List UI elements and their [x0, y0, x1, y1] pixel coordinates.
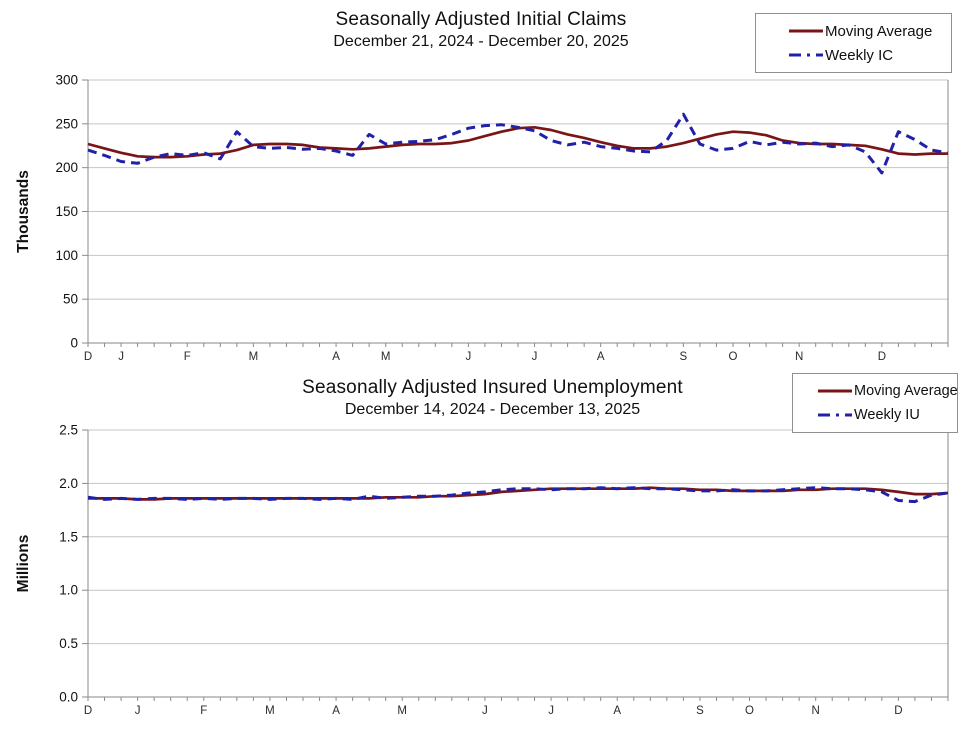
- svg-text:M: M: [265, 705, 275, 717]
- legend-item-weekly-iu: Weekly IU: [799, 407, 951, 423]
- chart-title: Seasonally Adjusted Insured Unemployment: [302, 377, 683, 398]
- svg-text:J: J: [466, 351, 472, 363]
- dashed-line-icon: [818, 413, 852, 417]
- svg-text:1.5: 1.5: [59, 529, 78, 544]
- svg-text:0.0: 0.0: [59, 690, 78, 705]
- svg-text:Millions: Millions: [15, 535, 32, 593]
- svg-text:D: D: [84, 351, 92, 363]
- svg-text:J: J: [135, 705, 141, 717]
- initial-claims-chart-section: 0 50 100 150 200 250 300 D J F M A M J J A S O N D Thousands…: [0, 0, 975, 372]
- svg-text:J: J: [548, 705, 554, 717]
- legend-label: Moving Average: [854, 383, 958, 399]
- svg-text:A: A: [332, 351, 340, 363]
- chart-subtitle: December 14, 2024 - December 13, 2025: [344, 400, 641, 418]
- solid-line-icon: [789, 29, 823, 33]
- svg-text:50: 50: [63, 292, 78, 307]
- svg-text:250: 250: [55, 116, 78, 131]
- svg-text:A: A: [613, 705, 621, 717]
- svg-text:Thousands: Thousands: [15, 170, 32, 253]
- svg-text:N: N: [795, 351, 803, 363]
- insured-unemployment-chart-section: 0.0 0.5 1.0 1.5 2.0 2.5 D J F M A M J J A S O N D Millions …: [0, 372, 975, 745]
- legend-label: Weekly IC: [825, 46, 894, 64]
- legend-initial-claims: Moving Average Weekly IC: [755, 13, 952, 73]
- svg-text:0: 0: [70, 336, 78, 351]
- svg-text:F: F: [184, 351, 191, 363]
- legend-label: Weekly IU: [854, 407, 920, 423]
- svg-text:A: A: [597, 351, 605, 363]
- chart-subtitle: December 21, 2024 - December 20, 2025: [333, 32, 629, 50]
- svg-text:F: F: [200, 705, 207, 717]
- svg-text:J: J: [118, 351, 124, 363]
- initial-claims-plot: 0 50 100 150 200 250 300 D J F M A M J J A S O N D Thousands: [15, 73, 949, 363]
- svg-text:D: D: [894, 705, 902, 717]
- insured-unemployment-plot: 0.0 0.5 1.0 1.5 2.0 2.5 D J F M A M J J A S O N D Millions: [15, 423, 949, 717]
- legend-item-moving-average: Moving Average: [762, 23, 945, 40]
- legend-label: Moving Average: [825, 22, 933, 40]
- svg-text:A: A: [332, 705, 340, 717]
- svg-text:0.5: 0.5: [59, 636, 78, 651]
- chart-title: Seasonally Adjusted Initial Claims: [335, 9, 627, 30]
- svg-text:O: O: [729, 351, 738, 363]
- svg-text:O: O: [745, 705, 754, 717]
- svg-text:J: J: [482, 705, 488, 717]
- chart-titles: Seasonally Adjusted Insured Unemployment…: [0, 376, 975, 420]
- svg-text:200: 200: [55, 160, 78, 175]
- svg-text:S: S: [696, 705, 704, 717]
- svg-text:2.0: 2.0: [59, 476, 78, 491]
- solid-line-icon: [818, 389, 852, 393]
- svg-text:1.0: 1.0: [59, 583, 78, 598]
- svg-text:D: D: [878, 351, 886, 363]
- svg-text:N: N: [812, 705, 820, 717]
- svg-text:J: J: [532, 351, 538, 363]
- svg-text:S: S: [680, 351, 688, 363]
- svg-text:M: M: [381, 351, 391, 363]
- legend-item-moving-average: Moving Average: [799, 383, 958, 399]
- svg-text:150: 150: [55, 204, 78, 219]
- svg-text:M: M: [397, 705, 407, 717]
- legend-item-weekly-ic: Weekly IC: [762, 47, 945, 64]
- svg-text:300: 300: [55, 73, 78, 88]
- legend-insured-unemployment: Moving Average Weekly IU: [792, 373, 958, 433]
- svg-text:D: D: [84, 705, 92, 717]
- svg-text:2.5: 2.5: [59, 423, 78, 438]
- svg-text:100: 100: [55, 248, 78, 263]
- dashed-line-icon: [789, 53, 823, 57]
- chart-titles: Seasonally Adjusted Initial Claims Decem…: [0, 8, 962, 52]
- svg-text:M: M: [249, 351, 259, 363]
